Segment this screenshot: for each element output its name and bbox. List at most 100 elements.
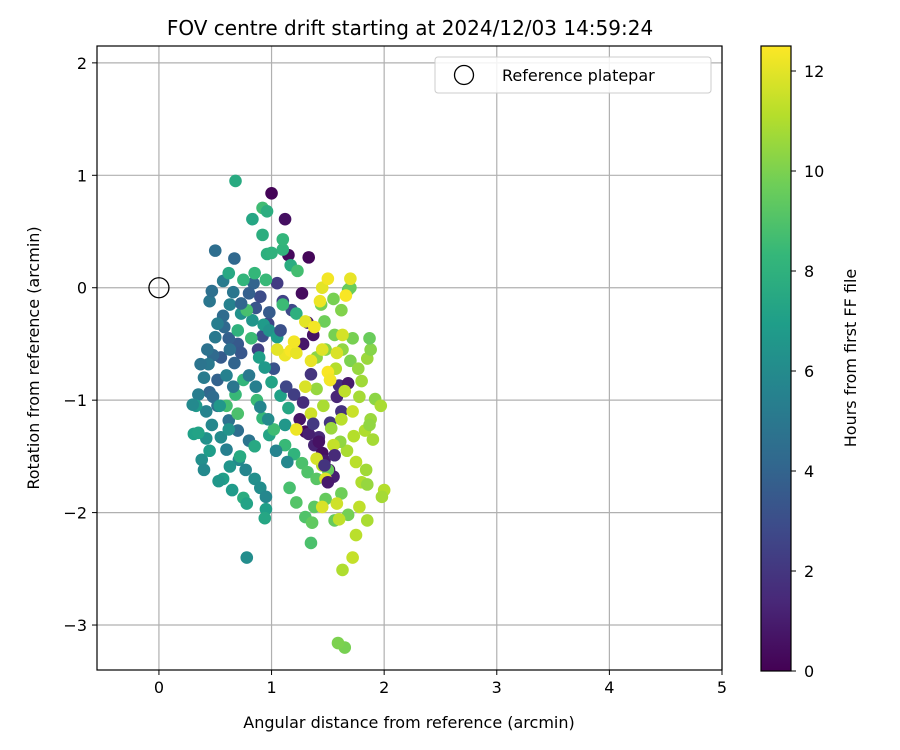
data-point xyxy=(290,307,303,320)
data-point xyxy=(265,246,278,260)
legend: Reference platepar xyxy=(434,56,712,94)
colorbar-label: Hours from first FF file xyxy=(841,269,860,448)
y-tick-label: −3 xyxy=(63,616,87,635)
x-axis-ticks: 0 1 2 3 4 5 xyxy=(154,670,727,697)
data-point xyxy=(231,407,245,420)
data-point xyxy=(205,284,219,298)
data-point xyxy=(239,463,252,477)
data-point xyxy=(246,314,259,327)
data-point xyxy=(306,417,320,431)
data-point xyxy=(265,375,278,389)
data-point xyxy=(313,294,327,308)
data-point xyxy=(359,463,373,477)
colorbar-frame xyxy=(760,45,792,672)
data-point xyxy=(353,390,366,404)
data-point xyxy=(212,474,225,488)
data-point xyxy=(317,399,330,413)
legend-marker-icon xyxy=(453,64,475,86)
data-point xyxy=(336,328,349,342)
data-point xyxy=(308,320,321,334)
data-point xyxy=(205,418,219,432)
data-point xyxy=(323,373,337,387)
data-point xyxy=(260,204,274,218)
data-point xyxy=(240,497,254,510)
data-point xyxy=(208,244,222,257)
data-point xyxy=(336,563,349,577)
data-point xyxy=(195,453,209,467)
data-point xyxy=(312,435,326,449)
data-point xyxy=(228,252,241,265)
data-point xyxy=(279,380,293,393)
data-point xyxy=(242,287,256,300)
data-point xyxy=(287,335,301,348)
data-point xyxy=(274,324,287,337)
data-point xyxy=(242,369,256,382)
data-point xyxy=(335,412,348,426)
x-tick-label: 5 xyxy=(717,678,727,697)
data-point xyxy=(324,421,338,435)
data-point xyxy=(293,412,307,426)
data-point xyxy=(253,481,267,495)
y-tick-label: −1 xyxy=(63,391,87,410)
data-point xyxy=(318,315,331,328)
data-point xyxy=(246,212,259,226)
data-point xyxy=(310,382,323,396)
y-axis-label: Rotation from reference (arcmin) xyxy=(24,226,43,489)
data-point xyxy=(226,285,240,299)
data-point xyxy=(290,423,303,436)
data-point xyxy=(304,368,318,381)
data-point xyxy=(304,536,318,550)
data-point xyxy=(208,330,222,344)
data-point xyxy=(265,186,278,200)
data-point xyxy=(269,444,283,458)
data-point xyxy=(197,371,211,384)
colorbar-tick-label: 4 xyxy=(804,462,814,481)
data-point xyxy=(295,287,309,300)
data-point xyxy=(248,472,261,486)
x-tick-label: 4 xyxy=(604,678,614,697)
data-point xyxy=(252,351,266,364)
x-axis-label: Angular distance from reference (arcmin) xyxy=(243,713,574,732)
data-point xyxy=(302,251,316,264)
data-point xyxy=(349,455,363,469)
y-tick-label: 1 xyxy=(77,166,87,185)
data-point xyxy=(351,362,365,375)
data-point xyxy=(340,444,354,458)
data-point xyxy=(203,294,216,308)
data-point xyxy=(220,369,233,382)
data-point xyxy=(366,433,380,446)
data-point xyxy=(237,273,250,287)
data-point xyxy=(321,475,335,489)
data-point xyxy=(223,343,237,356)
data-point xyxy=(346,332,359,345)
data-point xyxy=(304,354,318,368)
data-point xyxy=(281,455,294,469)
data-point xyxy=(192,426,205,440)
data-point xyxy=(258,511,272,525)
data-point xyxy=(355,374,368,388)
data-point xyxy=(327,292,340,306)
colorbar-tick-label: 8 xyxy=(804,262,814,281)
colorbar-tick-label: 12 xyxy=(804,62,824,81)
data-point xyxy=(203,444,216,458)
data-point xyxy=(330,346,344,360)
data-point xyxy=(282,401,295,415)
data-point xyxy=(247,276,260,290)
data-point xyxy=(346,551,359,564)
data-point xyxy=(283,481,296,495)
x-tick-label: 3 xyxy=(492,678,502,697)
data-point xyxy=(258,361,272,374)
data-point xyxy=(223,298,237,311)
data-point xyxy=(278,438,292,452)
data-point xyxy=(248,439,261,453)
data-point xyxy=(363,418,376,432)
data-point xyxy=(253,290,267,304)
data-point xyxy=(244,332,258,345)
data-point xyxy=(299,380,312,393)
data-point xyxy=(331,636,345,650)
data-point xyxy=(315,343,329,356)
colorbar: 0 2 4 6 8 10 12 Hours from first FF file xyxy=(760,45,860,681)
data-point xyxy=(240,551,254,564)
data-point xyxy=(332,513,346,526)
data-point xyxy=(375,490,389,504)
